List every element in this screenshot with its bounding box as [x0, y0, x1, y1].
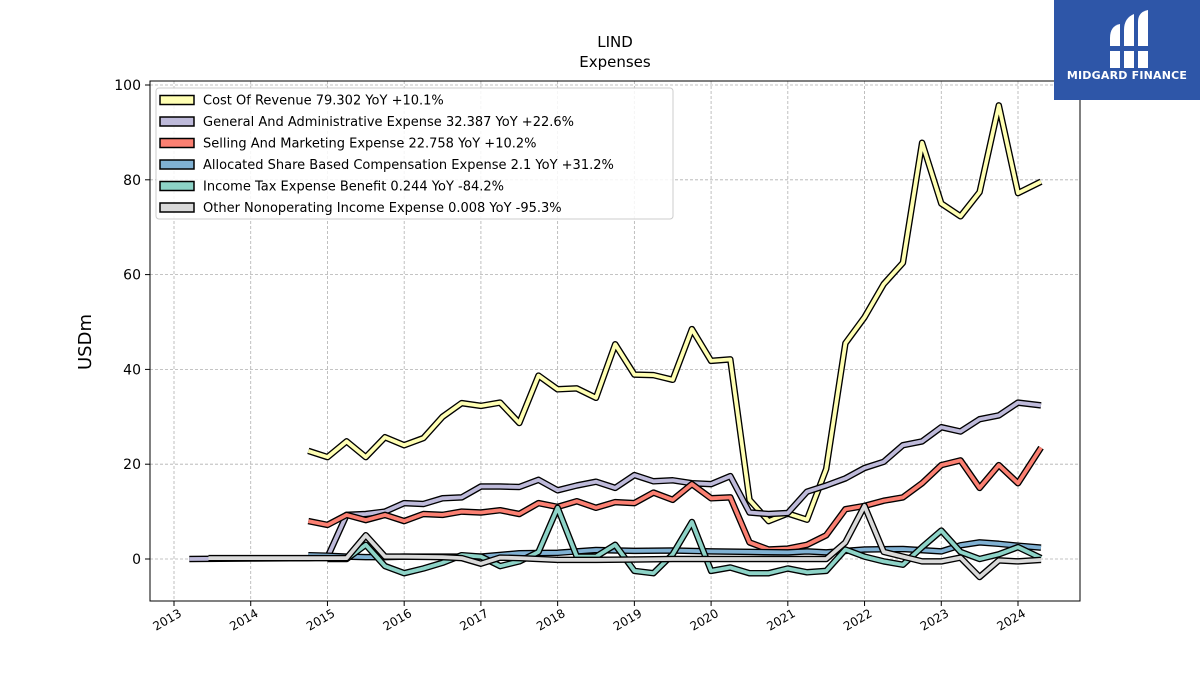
x-tick-label: 2020 — [688, 606, 721, 633]
y-tick-label: 40 — [123, 362, 141, 378]
midgard-logo-icon — [1106, 10, 1150, 68]
chart-title: LIND — [597, 33, 633, 51]
x-tick-label: 2019 — [611, 606, 644, 633]
x-tick-label: 2024 — [995, 606, 1028, 633]
x-axis-ticks: 2013 2014 2015 2016 2017 2018 2019 2020 2021 2022… — [151, 601, 1028, 634]
x-tick-label: 2023 — [918, 606, 951, 633]
x-tick-label: 2017 — [457, 606, 490, 633]
legend-entry-label: Cost Of Revenue 79.302 YoY +10.1% — [203, 94, 444, 109]
y-tick-label: 100 — [114, 78, 141, 94]
legend-entry-label: General And Administrative Expense 32.38… — [203, 115, 574, 130]
x-tick-label: 2014 — [227, 606, 260, 633]
legend-swatch — [159, 137, 195, 149]
x-tick-label: 2015 — [304, 606, 337, 633]
y-tick-label: 0 — [132, 552, 141, 568]
series-line-1 — [189, 400, 1042, 561]
x-tick-label: 2022 — [841, 606, 874, 633]
legend-swatch — [159, 202, 195, 213]
series-line-2 — [307, 446, 1043, 552]
legend-box — [155, 87, 674, 220]
y-axis-label: USDm — [75, 314, 96, 370]
legend-swatch — [159, 180, 195, 192]
y-tick-label: 80 — [123, 173, 141, 189]
legend-swatch — [159, 94, 195, 106]
legend: Cost Of Revenue 79.302 YoY +10.1% General… — [155, 87, 674, 220]
legend-entry-label: Income Tax Expense Benefit 0.244 YoY -84… — [203, 180, 504, 195]
series-outline-1 — [189, 399, 1042, 563]
x-tick-label: 2013 — [151, 606, 184, 633]
x-tick-label: 2021 — [764, 606, 797, 633]
y-tick-label: 20 — [123, 457, 141, 473]
brand-name: MIDGARD FINANCE — [1066, 69, 1188, 82]
legend-swatch — [159, 116, 195, 127]
series-line-5 — [208, 503, 1042, 579]
legend-swatch — [159, 159, 195, 170]
y-axis-ticks: 0 20 40 60 80 100 — [114, 78, 150, 568]
chart-subtitle: Expenses — [579, 53, 651, 71]
midgard-finance-logo: MIDGARD FINANCE — [1054, 0, 1200, 100]
y-tick-label: 60 — [123, 268, 141, 284]
x-tick-label: 2018 — [534, 606, 567, 633]
plot-frame — [149, 80, 1081, 602]
series-lines — [189, 102, 1044, 581]
series-line-4 — [327, 505, 1042, 576]
legend-entry-label: Allocated Share Based Compensation Expen… — [203, 158, 614, 173]
series-line-0 — [307, 103, 1042, 523]
legend-entry-label: Selling And Marketing Expense 22.758 YoY… — [203, 137, 537, 152]
x-tick-label: 2016 — [381, 606, 414, 633]
legend-entry-label: Other Nonoperating Income Expense 0.008 … — [203, 201, 562, 216]
